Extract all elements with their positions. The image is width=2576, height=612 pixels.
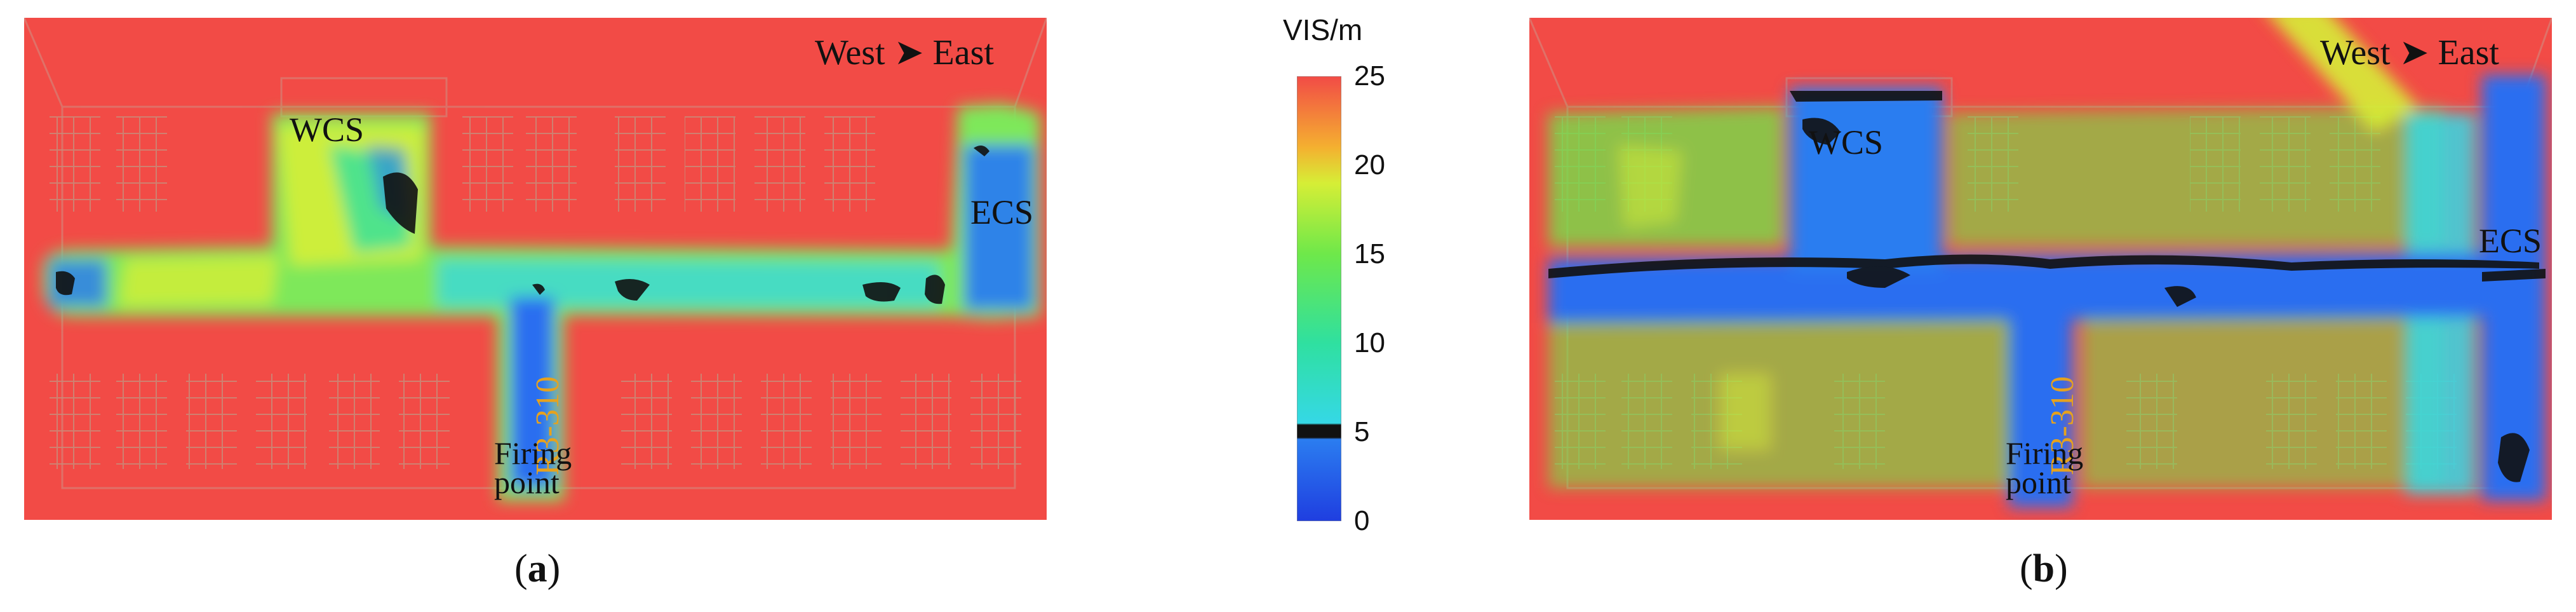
firing-line1: Firing (494, 435, 572, 471)
heatmap-a (24, 18, 1047, 520)
colorbar-tick-label: 25 (1354, 60, 1385, 92)
arrow-right-icon: ➤ (894, 33, 924, 72)
wcs-label: WCS (290, 111, 365, 149)
firing-line2: point (494, 465, 560, 500)
colorbar-tick-label: 20 (1354, 149, 1385, 180)
visibility-panel-a: West ➤ East WCS ECS R3-310 Firing point (24, 18, 1047, 520)
colorbar-tick-label: 15 (1354, 238, 1385, 269)
caption-letter-b: b (2032, 547, 2055, 590)
west-label: West (815, 33, 885, 72)
firing-line1: Firing (2006, 435, 2084, 471)
east-label: East (2438, 33, 2499, 72)
ecs-label: ECS (2479, 222, 2542, 260)
colorbar-title: VIS/m (1283, 13, 1363, 46)
colorbar-tick-label: 5 (1354, 416, 1370, 447)
colorbar-tick-label: 10 (1354, 327, 1385, 358)
arrow-right-icon: ➤ (2399, 33, 2429, 72)
firing-point-label: Firing point (494, 435, 572, 500)
ecs-label: ECS (970, 193, 1034, 231)
visibility-panel-b: West ➤ East WCS ECS R3-310 Firing point (1529, 18, 2552, 520)
wcs-label: WCS (1809, 123, 1884, 161)
colorbar-tick-label: 0 (1354, 505, 1370, 536)
compass-label: West ➤ East (2320, 32, 2499, 73)
caption-b: (b) (2020, 547, 2068, 590)
heatmap-b (1529, 18, 2552, 520)
firing-line2: point (2006, 465, 2071, 500)
colorbar: VIS/m 25 20 15 10 5 0 (1258, 0, 1448, 612)
firing-point-label: Firing point (2006, 435, 2084, 500)
colorbar-gradient (1297, 76, 1341, 521)
east-label: East (932, 33, 994, 72)
west-label: West (2320, 33, 2391, 72)
caption-a: (a) (514, 547, 561, 590)
caption-letter-a: a (527, 547, 547, 590)
compass-label: West ➤ East (815, 32, 994, 73)
